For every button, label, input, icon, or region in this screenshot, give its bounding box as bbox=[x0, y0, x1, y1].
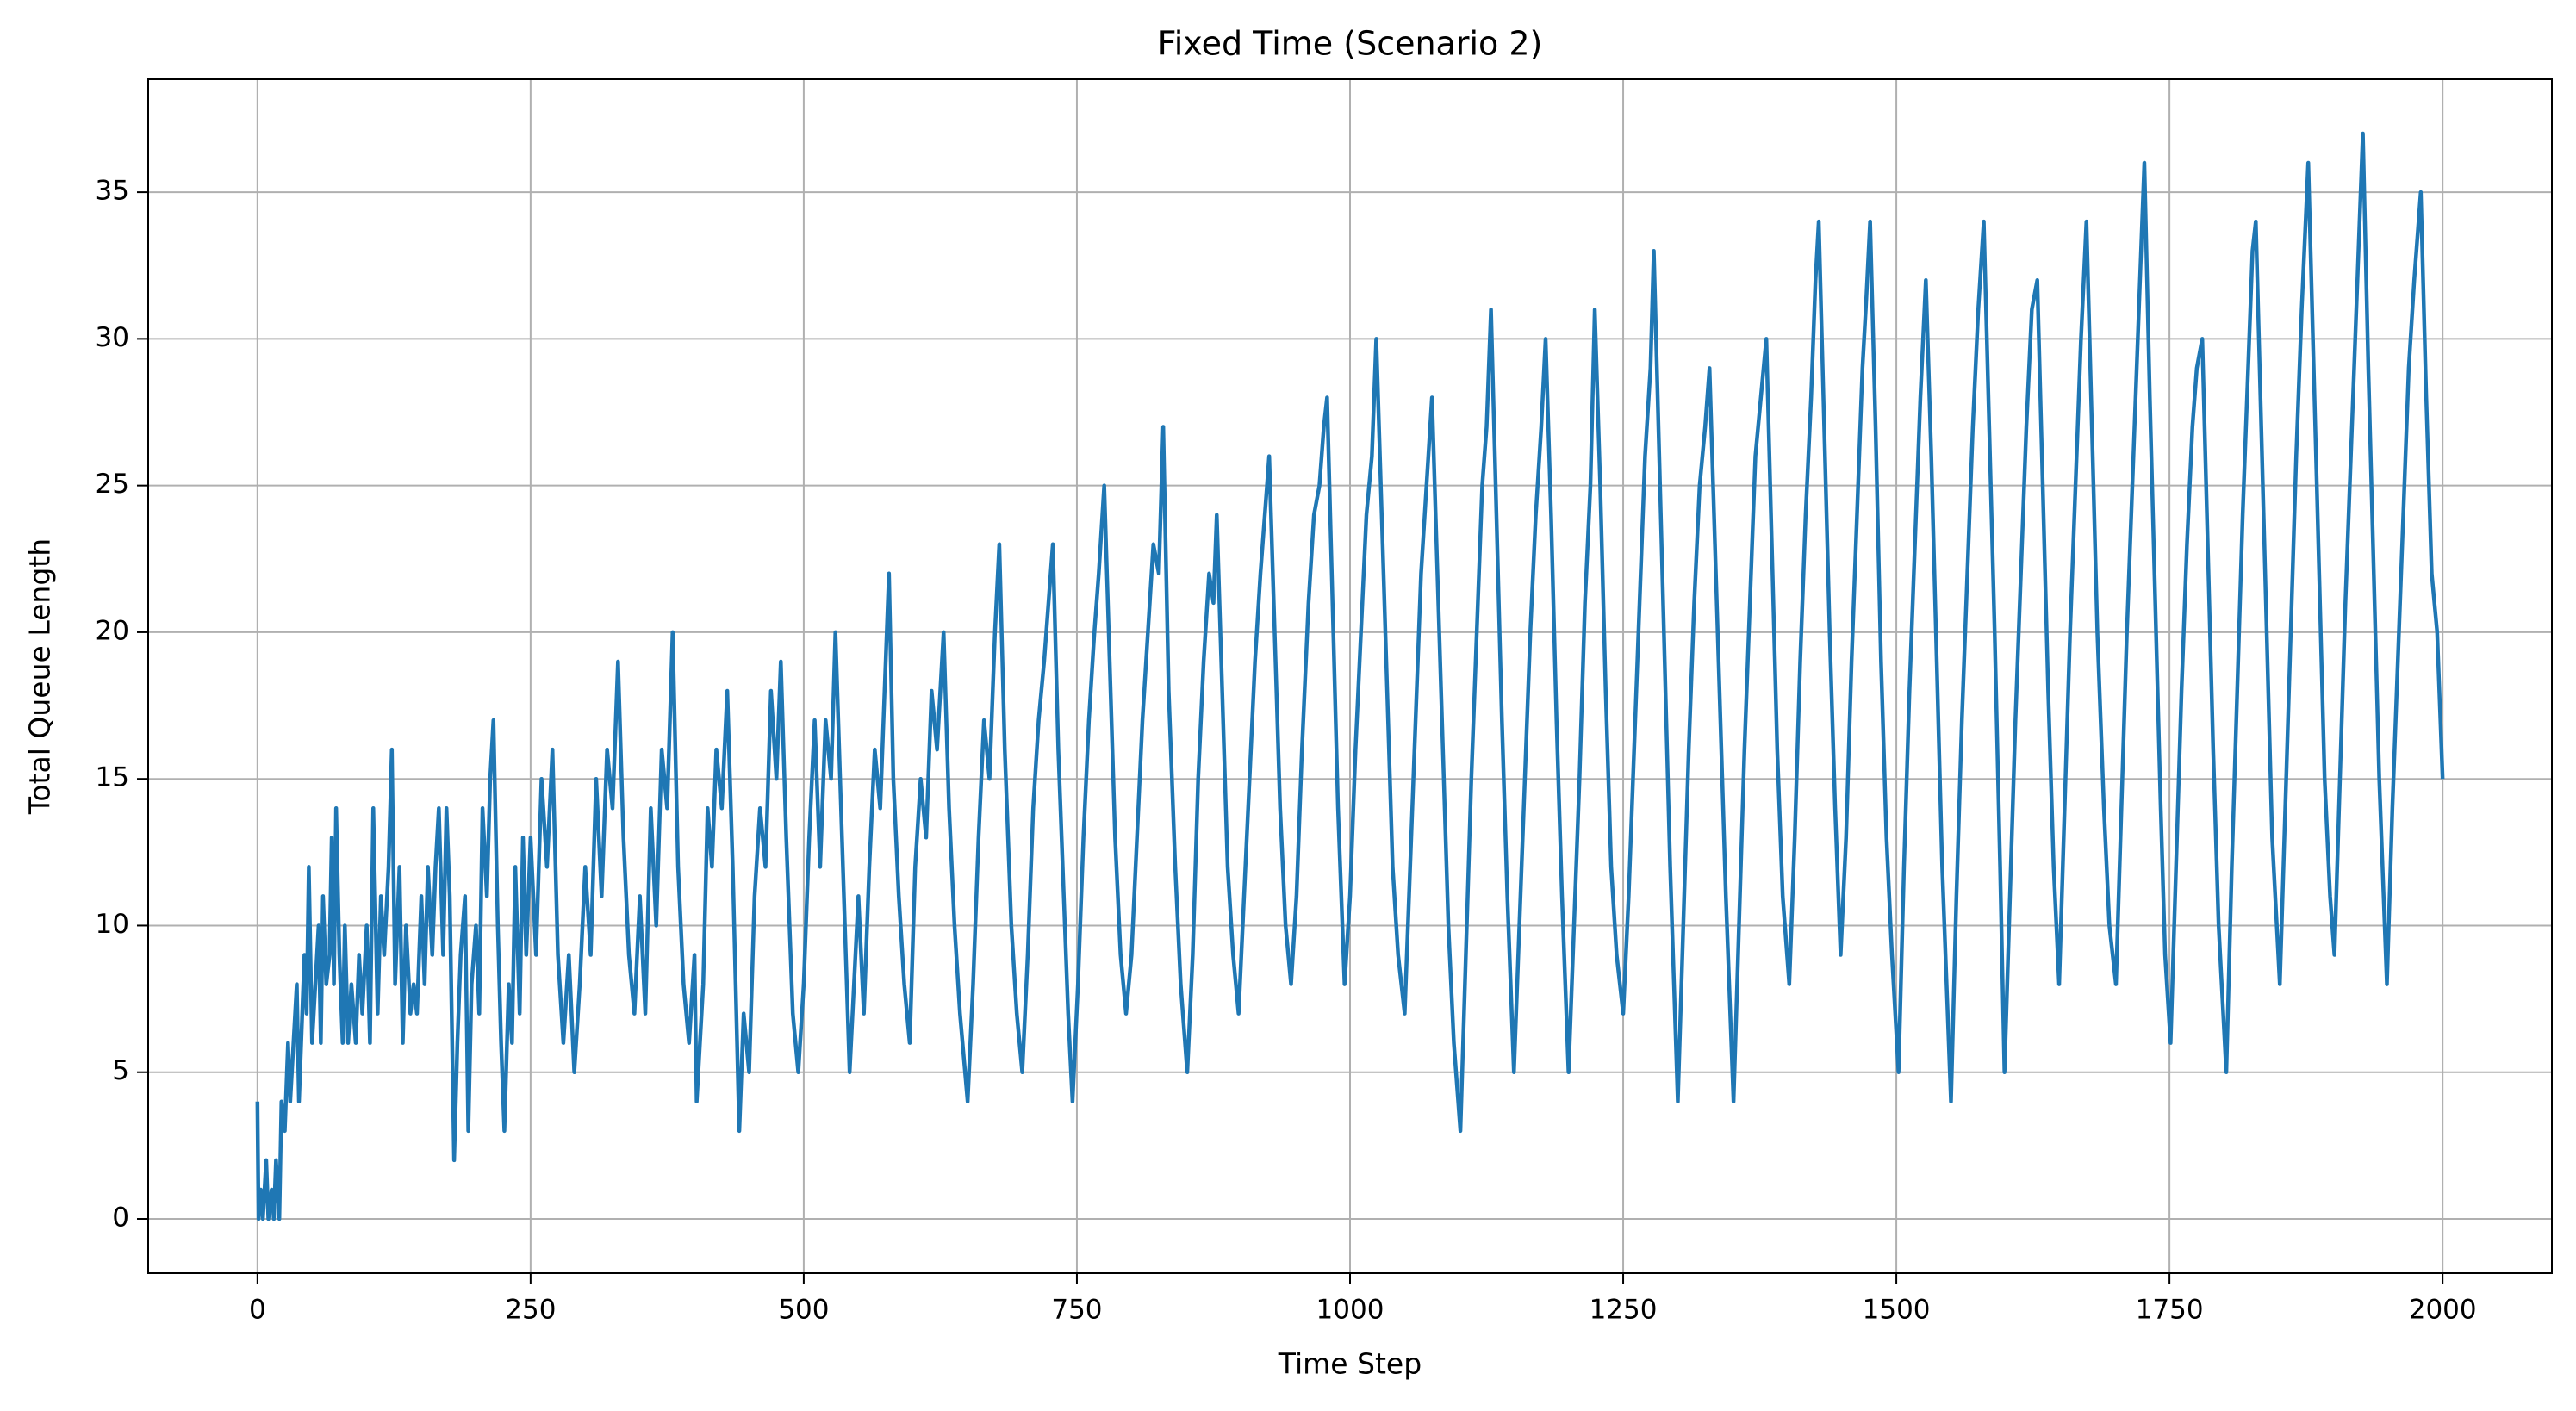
x-tick-label: 750 bbox=[1051, 1295, 1102, 1326]
x-tick-label: 500 bbox=[778, 1295, 829, 1326]
data-line bbox=[255, 131, 2445, 1221]
x-tick-label: 1500 bbox=[1863, 1295, 1931, 1326]
x-tick-label: 2000 bbox=[2409, 1295, 2477, 1326]
y-axis-label: Total Queue Length bbox=[23, 538, 57, 815]
y-tick-label: 25 bbox=[96, 469, 129, 500]
y-tick-label: 30 bbox=[96, 322, 129, 353]
x-tick-label: 1000 bbox=[1316, 1295, 1384, 1326]
y-tick-label: 15 bbox=[96, 762, 129, 793]
x-tick-label: 0 bbox=[249, 1295, 266, 1326]
y-tick-label: 5 bbox=[112, 1055, 129, 1086]
x-tick-label: 1250 bbox=[1590, 1295, 1658, 1326]
x-axis-label: Time Step bbox=[1278, 1347, 1422, 1381]
y-tick-label: 20 bbox=[96, 615, 129, 646]
x-tick-label: 1750 bbox=[2136, 1295, 2204, 1326]
plot-frame bbox=[147, 78, 2553, 1274]
y-tick-label: 0 bbox=[112, 1203, 129, 1234]
y-tick-label: 35 bbox=[96, 176, 129, 207]
x-tick-label: 250 bbox=[505, 1295, 556, 1326]
chart-title: Fixed Time (Scenario 2) bbox=[1158, 25, 1543, 63]
y-tick-label: 10 bbox=[96, 909, 129, 940]
